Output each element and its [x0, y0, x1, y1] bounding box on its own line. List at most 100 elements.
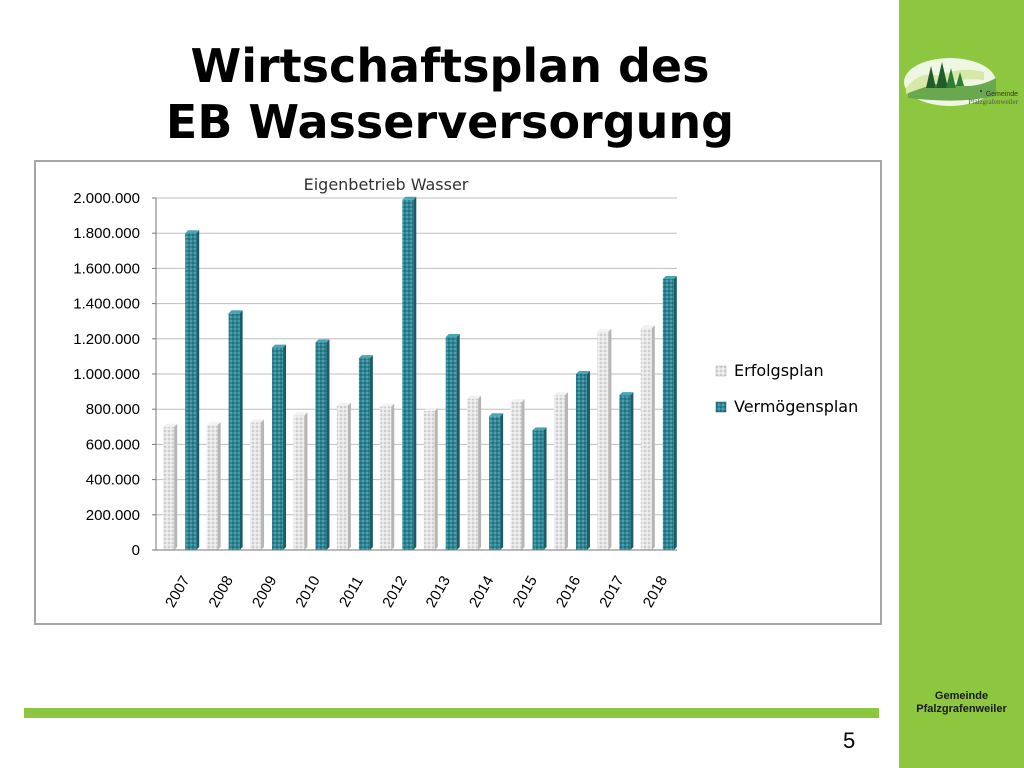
bar-erfolgsplan-2017 [597, 328, 612, 550]
bar-top [597, 328, 612, 332]
bar-top [250, 419, 265, 423]
bar-top [640, 325, 655, 329]
bar-face [228, 313, 240, 550]
legend-label-erfolgsplan: Erfolgsplan [734, 361, 824, 380]
bar-erfolgsplan-2015 [510, 399, 525, 550]
bar-face [489, 416, 501, 550]
sidebar-text-line-2: Pfalzgrafenweiler [916, 703, 1007, 715]
bar-side [478, 395, 482, 550]
bar-top [510, 399, 525, 403]
bar-erfolgsplan-2012 [380, 403, 395, 550]
bar-erfolgsplan-2007 [163, 423, 178, 550]
bar-side [283, 344, 287, 550]
bar-vermoegensplan-2008 [228, 310, 243, 550]
x-tick-label: 2014 [466, 573, 497, 610]
y-tick-label: 800.000 [86, 401, 140, 418]
y-tick-label: 1.400.000 [73, 296, 140, 313]
bar-top [336, 402, 351, 406]
bar-face [402, 199, 414, 550]
bar-side [521, 399, 525, 550]
bar-top [272, 344, 287, 348]
x-tick-label: 2012 [379, 573, 410, 610]
bar-side [239, 310, 243, 550]
bar-face [553, 395, 565, 550]
bar-face [575, 374, 587, 550]
bar-face [597, 331, 609, 550]
bar-erfolgsplan-2016 [553, 392, 568, 550]
bar-side [326, 339, 330, 550]
bar-vermoegensplan-2015 [532, 427, 547, 550]
bar-side [391, 403, 395, 550]
bar-top [402, 196, 417, 200]
bar-side [673, 275, 677, 550]
legend-label-vermoegensplan: Vermögensplan [734, 397, 858, 416]
y-tick-label: 2.000.000 [73, 190, 140, 207]
bar-face [293, 415, 305, 550]
bar-top [532, 427, 547, 431]
y-tick-label: 1.600.000 [73, 260, 140, 277]
bar-erfolgsplan-2011 [336, 402, 351, 550]
slide-title: Wirtschaftsplan des EB Wasserversorgung [60, 38, 840, 150]
bar-top [553, 392, 568, 396]
bar-side [586, 371, 590, 550]
x-tick-label: 2016 [553, 573, 584, 610]
bar-vermoegensplan-2018 [662, 275, 677, 550]
chart-title: Eigenbetrieb Wasser [304, 175, 469, 194]
bar-face [358, 358, 370, 550]
bar-face [423, 410, 435, 550]
sidebar-text-line-1: Gemeinde [934, 690, 989, 702]
bar-top [293, 412, 308, 416]
bar-chart: Eigenbetrieb Wasser 0 200.000 400.000 600.0… [73, 175, 858, 610]
y-tick-label: 0 [132, 542, 140, 559]
bar-top [575, 371, 590, 374]
bar-side [564, 392, 568, 550]
bar-side [543, 427, 547, 550]
x-tick-label: 2011 [336, 574, 367, 610]
x-tick-label: 2007 [162, 573, 193, 610]
bar-side [304, 412, 308, 550]
bar-face [510, 402, 522, 550]
legend-swatch-vermoegensplan [715, 401, 727, 413]
x-tick-label: 2008 [206, 573, 237, 610]
sidebar-divider [897, 0, 899, 768]
bar-side [174, 423, 178, 550]
bar-side [651, 325, 655, 550]
y-tick-label: 400.000 [86, 472, 140, 489]
bar-side [369, 355, 373, 550]
bar-face [272, 347, 284, 550]
bar-top [619, 392, 634, 396]
x-tick-label: 2017 [596, 573, 627, 610]
bar-side [217, 422, 221, 550]
bar-top [489, 413, 504, 417]
logo-text-pfalzgrafenweiler: Pfalzgrafenweiler [968, 98, 1018, 106]
bar-erfolgsplan-2014 [467, 395, 482, 550]
municipality-logo: Gemeinde Pfalzgrafenweiler [904, 58, 1019, 106]
bar-top [380, 403, 395, 407]
x-tick-label: 2018 [640, 573, 671, 610]
bar-top [206, 422, 221, 426]
sidebar-footer-text: Gemeinde Pfalzgrafenweiler [899, 690, 1024, 716]
bar-face [315, 342, 327, 550]
bar-face [619, 395, 631, 550]
bar-top [228, 310, 243, 314]
x-tick-label: 2015 [509, 573, 540, 610]
bar-side [500, 413, 504, 550]
y-tick-label: 1.800.000 [73, 225, 140, 242]
bar-face [662, 278, 674, 550]
bar-face [445, 337, 457, 550]
y-tick-label: 600.000 [86, 436, 140, 453]
bar-face [250, 422, 262, 550]
bar-vermoegensplan-2016 [575, 371, 590, 550]
bar-erfolgsplan-2010 [293, 412, 308, 550]
bar-vermoegensplan-2014 [489, 413, 504, 550]
bottom-accent-bar [24, 708, 879, 718]
bar-vermoegensplan-2009 [272, 344, 287, 550]
bar-vermoegensplan-2017 [619, 392, 634, 550]
bar-side [196, 230, 200, 550]
bar-side [261, 419, 265, 550]
slide-title-line-1: Wirtschaftsplan des [190, 39, 710, 93]
bar-face [467, 398, 479, 550]
sidebar [899, 0, 1024, 768]
bar-erfolgsplan-2009 [250, 419, 265, 550]
x-tick-label: 2009 [249, 573, 280, 610]
